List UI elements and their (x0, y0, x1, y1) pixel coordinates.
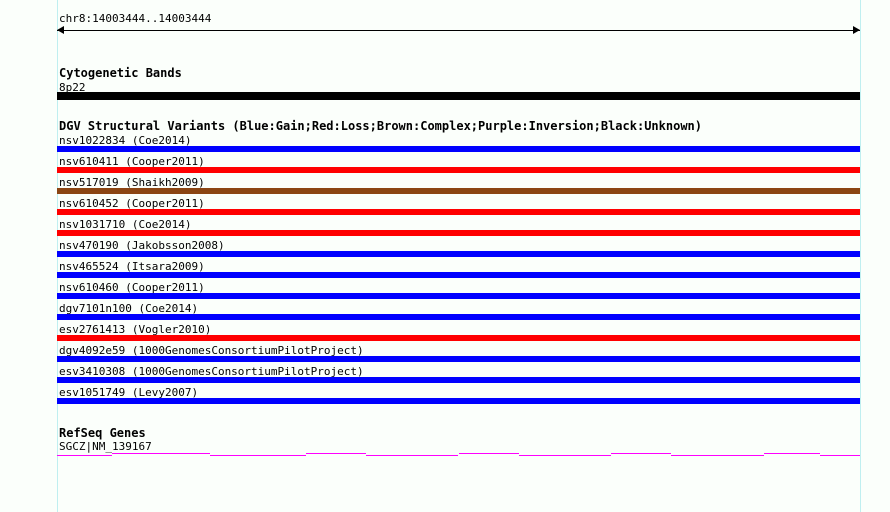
gene-segment (518, 455, 612, 456)
variant-track-bar[interactable] (57, 335, 860, 341)
gene-segment (111, 453, 210, 454)
region-coordinate-label: chr8:14003444..14003444 (59, 12, 212, 25)
variant-track-bar[interactable] (57, 230, 860, 236)
cytoband-bar[interactable] (57, 92, 860, 100)
variant-track-label: dgv7101n100 (Coe2014) (59, 302, 199, 315)
gene-segment (209, 455, 306, 456)
section-title-dgv-structural-variants: DGV Structural Variants (Blue:Gain;Red:L… (59, 119, 702, 133)
variant-track-bar[interactable] (57, 251, 860, 257)
variant-track-bar[interactable] (57, 188, 860, 194)
gene-segment (763, 453, 820, 454)
region-guide-line-right (860, 0, 861, 512)
section-title-cytogenetic-bands: Cytogenetic Bands (59, 66, 182, 80)
variant-track-label: nsv610460 (Cooper2011) (59, 281, 205, 294)
variant-track-bar[interactable] (57, 356, 860, 362)
variant-track-label: nsv517019 (Shaikh2009) (59, 176, 205, 189)
gene-segment (366, 455, 459, 456)
variant-track-bar[interactable] (57, 314, 860, 320)
arrow-left-icon (57, 26, 64, 34)
variant-track-label: nsv610411 (Cooper2011) (59, 155, 205, 168)
variant-track-bar[interactable] (57, 146, 860, 152)
variant-track-label: nsv1031710 (Coe2014) (59, 218, 192, 231)
variant-track-bar[interactable] (57, 398, 860, 404)
variant-track-label: nsv470190 (Jakobsson2008) (59, 239, 225, 252)
variant-track-bar[interactable] (57, 377, 860, 383)
variant-track-label: nsv1022834 (Coe2014) (59, 134, 192, 147)
variant-track-bar[interactable] (57, 272, 860, 278)
gene-segment (819, 455, 860, 456)
variant-track-bar[interactable] (57, 293, 860, 299)
variant-track-label: nsv610452 (Cooper2011) (59, 197, 205, 210)
cytoband-label: 8p22 (59, 81, 86, 94)
variant-track-bar[interactable] (57, 167, 860, 173)
variant-track-label: esv2761413 (Vogler2010) (59, 323, 212, 336)
section-title-refseq-genes: RefSeq Genes (59, 426, 146, 440)
ruler-axis-line (57, 30, 860, 31)
arrow-right-icon (853, 26, 860, 34)
variant-track-bar[interactable] (57, 209, 860, 215)
gene-segment (671, 455, 764, 456)
variant-track-label: nsv465524 (Itsara2009) (59, 260, 205, 273)
gene-segment (458, 453, 519, 454)
refseq-gene-model[interactable] (57, 448, 860, 460)
variant-track-label: esv3410308 (1000GenomesConsortiumPilotPr… (59, 365, 364, 378)
refseq-gene-label: SGCZ|NM_139167 (59, 440, 152, 453)
variant-track-label: dgv4092e59 (1000GenomesConsortiumPilotPr… (59, 344, 364, 357)
gene-segment (57, 455, 112, 456)
variant-track-label: esv1051749 (Levy2007) (59, 386, 199, 399)
gene-segment (305, 453, 367, 454)
gene-segment (611, 453, 672, 454)
